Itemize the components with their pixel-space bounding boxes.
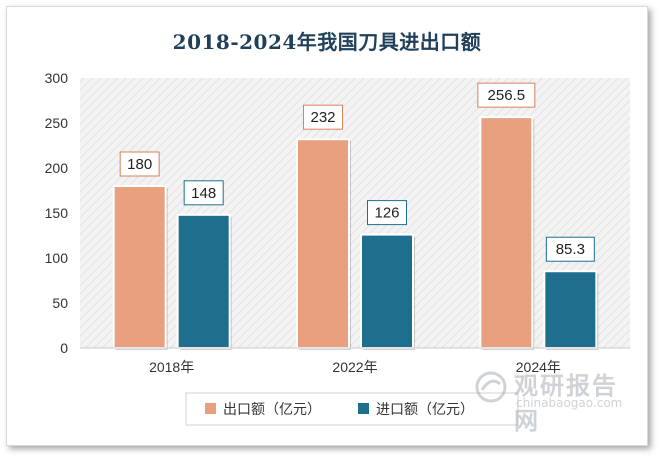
bar-import bbox=[543, 270, 598, 350]
y-tick-label: 100 bbox=[45, 250, 69, 266]
bar-export bbox=[296, 138, 350, 349]
bar-import bbox=[176, 213, 231, 349]
bar-import bbox=[360, 233, 414, 350]
data-label: 232 bbox=[310, 109, 335, 126]
y-tick-label: 0 bbox=[60, 340, 68, 356]
legend-label: 进口额（亿元） bbox=[376, 402, 474, 418]
bar-export bbox=[479, 116, 534, 350]
data-label: 126 bbox=[374, 205, 399, 222]
legend-swatch bbox=[358, 403, 369, 414]
data-label-box bbox=[545, 236, 595, 262]
x-tick-label: 2022年 bbox=[332, 359, 377, 375]
x-tick-label: 2024年 bbox=[516, 359, 561, 375]
y-tick-label: 250 bbox=[45, 115, 69, 131]
data-label-box bbox=[183, 180, 224, 206]
data-label-box bbox=[477, 82, 536, 108]
legend-label: 出口额（亿元） bbox=[223, 402, 321, 418]
legend-swatch bbox=[205, 403, 216, 414]
data-label: 256.5 bbox=[488, 87, 526, 104]
watermark-name: 观研报告网 bbox=[514, 372, 618, 435]
bar-export bbox=[112, 185, 167, 349]
watermark: 观研报告网 chinabaogao.com bbox=[470, 366, 640, 435]
y-tick-label: 50 bbox=[52, 295, 68, 311]
watermark-logo-icon bbox=[475, 371, 507, 403]
x-tick-label: 2018年 bbox=[149, 359, 194, 375]
y-tick-label: 200 bbox=[45, 160, 69, 176]
data-label: 148 bbox=[191, 185, 216, 202]
legend-box bbox=[185, 392, 519, 426]
data-label-box bbox=[119, 151, 160, 177]
data-label: 85.3 bbox=[556, 241, 585, 258]
data-label-box bbox=[303, 104, 343, 130]
plot-area-background bbox=[80, 78, 630, 348]
data-label-box bbox=[367, 200, 407, 226]
watermark-url: chinabaogao.com bbox=[516, 396, 623, 410]
y-tick-label: 150 bbox=[45, 205, 69, 221]
chart-title: 2018-2024年我国刀具进出口额 bbox=[172, 30, 482, 54]
data-label: 180 bbox=[127, 156, 152, 173]
y-tick-label: 300 bbox=[45, 70, 69, 86]
